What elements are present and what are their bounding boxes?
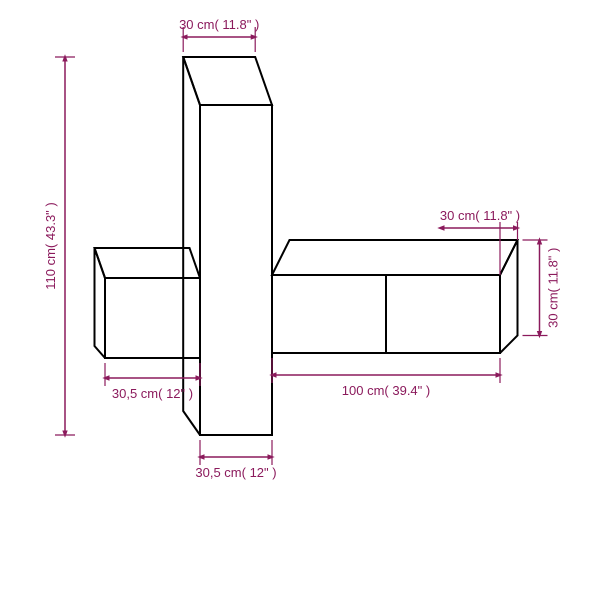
dim-long-width-label: 100 cm( 39.4" ): [342, 383, 430, 398]
small-cabinet-front: [105, 278, 200, 358]
small-cabinet-side: [95, 248, 106, 358]
dim-small-width-label: 30,5 cm( 12" ): [112, 386, 193, 401]
long-cabinet-top: [272, 240, 518, 275]
dim-top-depth-label: 30 cm( 11.8" ): [179, 17, 259, 32]
dim-tall-width-label: 30,5 cm( 12" ): [195, 465, 276, 480]
tall-cabinet-front: [200, 105, 272, 435]
dim-long-height-label: 30 cm( 11.8" ): [546, 248, 561, 328]
dim-height-total-label: 110 cm( 43.3" ): [43, 202, 58, 289]
dim-long-depth-label: 30 cm( 11.8" ): [440, 208, 520, 223]
long-cabinet-side: [500, 240, 518, 353]
